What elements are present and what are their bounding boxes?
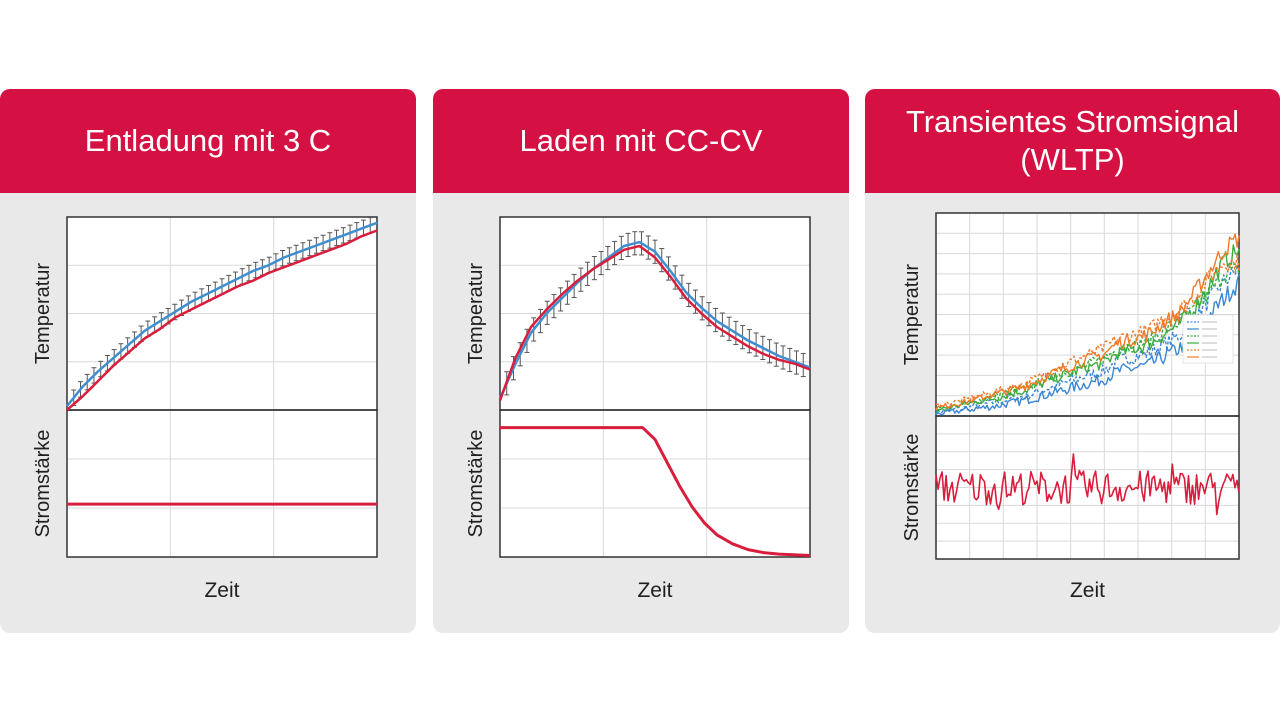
simulated-temperature-line (498, 244, 811, 401)
plot-background (936, 213, 1239, 559)
y-axis-label-current: Stromstärke (32, 430, 54, 538)
panel-title: Entladung mit 3 C (0, 89, 416, 193)
chart-charging: Temperatur Stromstärke Zeit (465, 216, 811, 602)
panel-discharge: Entladung mit 3 C Temperatur Stromstärke Z… (0, 89, 416, 633)
x-axis-label: Zeit (204, 579, 239, 602)
current-plot-frame (66, 409, 378, 558)
y-axis-label-temperature: Temperatur (901, 264, 923, 365)
plot-background (67, 217, 377, 557)
simulated-temperature-line (66, 229, 378, 411)
panel-title: Transientes Stromsignal (WLTP) (865, 89, 1280, 193)
temperature-series-green-dashed (935, 263, 1240, 413)
legend-box (1182, 314, 1234, 364)
y-axis-label-temperature: Temperatur (465, 263, 487, 364)
current-plot-frame (499, 409, 811, 558)
chart-discharge: Temperatur Stromstärke Zeit (32, 216, 378, 602)
current-signal-line (935, 453, 1240, 516)
panel-title: Laden mit CC-CV (433, 89, 849, 193)
current-plot-frame (935, 415, 1240, 560)
panel-charging: Laden mit CC-CV Temperatur Stromstärke Zei… (433, 89, 849, 633)
plot-background (500, 217, 810, 557)
panel-wltp: Transientes Stromsignal (WLTP) Temperatu… (865, 89, 1280, 633)
current-line (500, 426, 811, 557)
temperature-series-orange-solid (935, 233, 1240, 411)
y-axis-label-current: Stromstärke (901, 434, 923, 542)
y-axis-label-current: Stromstärke (465, 430, 487, 538)
x-axis-label: Zeit (1070, 579, 1105, 602)
x-axis-label: Zeit (637, 579, 672, 602)
measured-temperature-line (498, 240, 811, 399)
chart-wltp: Temperatur Stromstärke Zeit (901, 212, 1240, 602)
y-axis-label-temperature: Temperatur (32, 263, 54, 364)
measured-temperature-line (66, 221, 378, 407)
